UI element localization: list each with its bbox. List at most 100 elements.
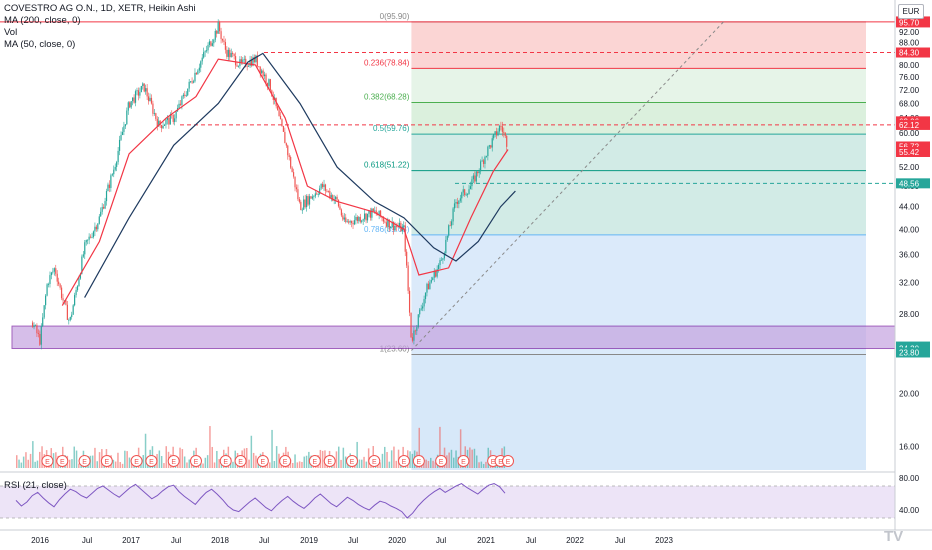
candle-body	[303, 199, 305, 210]
candle-body	[101, 207, 103, 212]
candle-body	[192, 81, 195, 83]
candle-body	[117, 150, 119, 163]
earnings-marker	[346, 455, 358, 467]
candle-body	[475, 171, 477, 182]
earnings-marker	[167, 455, 180, 467]
candle-body	[464, 189, 466, 196]
candle-body	[31, 322, 34, 328]
time-tick-label: Jul	[171, 536, 181, 545]
candle-body	[485, 156, 488, 157]
candle-body	[108, 184, 111, 188]
volume-bar	[278, 453, 280, 468]
earnings-marker-label: E	[238, 459, 243, 466]
candle-body	[437, 264, 440, 270]
volume-bar	[393, 446, 395, 468]
candle-body	[191, 81, 193, 83]
volume-bar	[246, 448, 248, 468]
volume-bar	[418, 427, 420, 468]
legend-ma50[interactable]: MA (50, close, 0)	[4, 39, 76, 50]
candle-body	[295, 187, 298, 190]
price-label-text: 84.30	[899, 49, 920, 58]
candle-body	[411, 337, 414, 341]
candle-body	[451, 221, 453, 226]
candle-body	[348, 221, 350, 223]
earnings-marker	[279, 455, 292, 467]
candle-body	[317, 193, 319, 195]
fib-level-label: 0.382(68.28)	[364, 92, 410, 101]
candle-body	[407, 265, 409, 291]
volume-bar	[308, 451, 310, 468]
volume-bar	[266, 463, 269, 468]
candle-body	[214, 30, 216, 40]
candle-body	[398, 222, 401, 227]
volume-bar	[333, 463, 335, 468]
candle-body	[493, 134, 495, 139]
candle-body	[142, 83, 144, 86]
candle-body	[387, 219, 389, 227]
volume-bar	[335, 451, 338, 468]
volume-bar	[186, 462, 188, 468]
candle-body	[391, 221, 393, 227]
volume-bar	[94, 447, 96, 468]
volume-bar	[75, 450, 78, 468]
volume-bar	[36, 460, 39, 468]
candle-body	[152, 103, 154, 114]
candle-body	[56, 273, 58, 282]
candle-body	[436, 269, 438, 277]
price-label-text: 55.42	[899, 148, 920, 157]
candle-body	[310, 196, 312, 199]
volume-bar	[71, 459, 73, 468]
candle-body	[503, 131, 505, 133]
volume-bar	[409, 451, 411, 468]
time-tick-label: Jul	[615, 536, 625, 545]
candle-body	[395, 226, 398, 227]
candle-body	[203, 52, 205, 58]
candle-body	[413, 330, 415, 341]
volume-bar	[303, 456, 305, 468]
rsi-legend[interactable]: RSI (21, close)	[4, 480, 67, 491]
candle-body	[288, 155, 290, 157]
tradingview-logo: TV	[884, 528, 904, 545]
candle-body	[198, 67, 200, 71]
candle-body	[165, 119, 167, 125]
earnings-marker	[78, 455, 91, 467]
earnings-marker-label: E	[327, 459, 332, 466]
candle-body	[287, 145, 289, 156]
candle-body	[362, 219, 364, 221]
candle-body	[155, 113, 157, 119]
candle-body	[34, 325, 37, 327]
volume-bar	[160, 456, 163, 468]
volume-bar	[367, 448, 370, 468]
volume-bar	[448, 452, 450, 468]
time-tick-label: 2016	[31, 536, 49, 545]
volume-bar	[395, 460, 397, 468]
earnings-marker-label: E	[223, 459, 228, 466]
volume-bar	[432, 460, 434, 468]
volume-bar	[455, 450, 457, 468]
candle-body	[47, 284, 50, 285]
volume-bar	[305, 455, 308, 468]
volume-bar	[342, 447, 345, 468]
candle-body	[197, 70, 199, 75]
volume-bar	[39, 451, 41, 468]
volume-bar	[485, 461, 487, 468]
earnings-marker-label: E	[60, 459, 65, 466]
candle-body	[227, 49, 229, 57]
legend-vol[interactable]: Vol	[4, 27, 18, 38]
candle-body	[143, 83, 145, 92]
candle-body	[89, 236, 92, 238]
candle-body	[237, 65, 240, 67]
volume-bar	[128, 457, 131, 468]
candle-body	[397, 226, 399, 228]
earnings-marker-label: E	[491, 459, 496, 466]
price-tick-label: 20.00	[899, 390, 920, 399]
volume-bar	[20, 462, 23, 468]
candle-body	[114, 166, 116, 170]
currency-badge[interactable]: EUR	[898, 4, 924, 19]
candle-body	[466, 194, 469, 195]
candle-body	[240, 59, 242, 62]
candle-body	[118, 139, 121, 151]
time-tick-label: 2020	[388, 536, 406, 545]
legend-ma200[interactable]: MA (200, close, 0)	[4, 15, 81, 26]
